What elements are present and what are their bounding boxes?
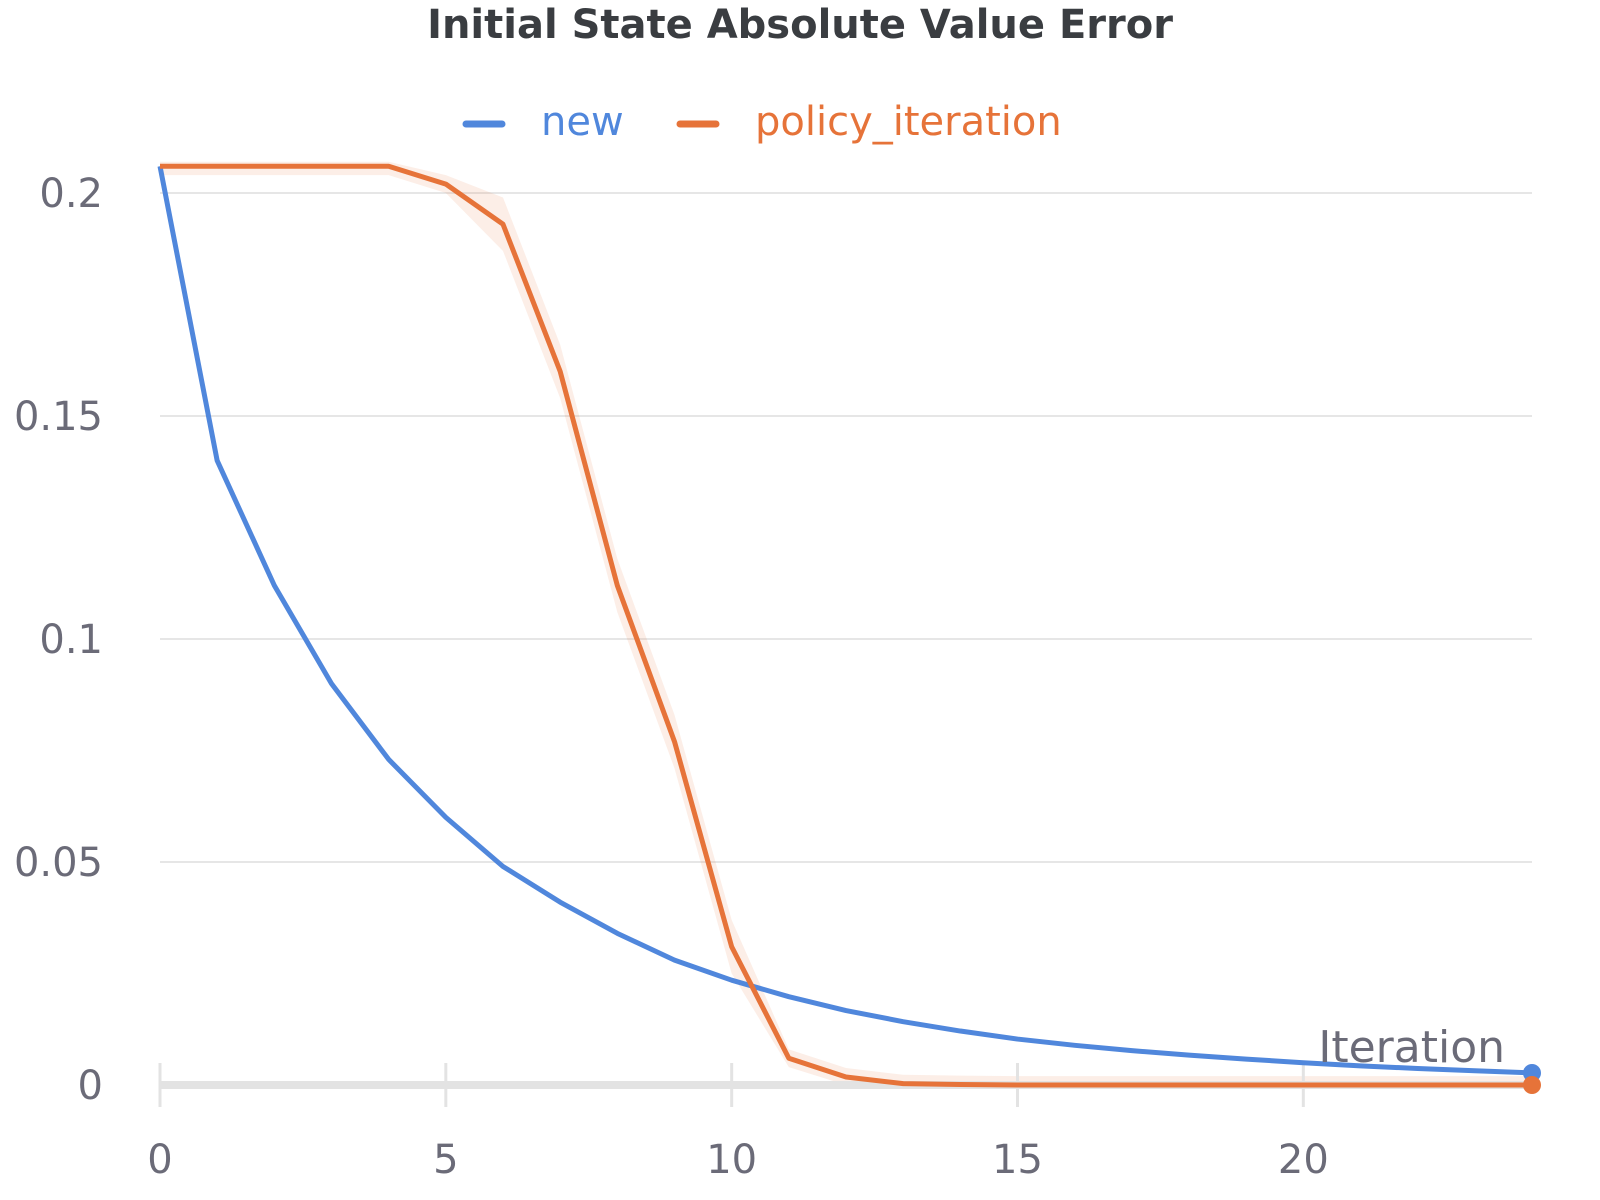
series-line-policy_iteration [160,163,1532,1088]
x-axis-label: Iteration [1318,1022,1505,1073]
x-tick-label: 15 [992,1137,1043,1183]
series-line-new [157,165,1533,1076]
legend-item-new[interactable]: new [462,99,624,145]
y-tick-label: 0 [78,1063,103,1109]
y-tick-label: 0.05 [14,840,103,886]
y-tick-label: 0.2 [39,171,103,217]
y-tick-label: 0.15 [14,394,103,440]
grid [160,192,1532,863]
x-tick-label: 20 [1278,1137,1329,1183]
legend[interactable]: new policy_iteration [462,99,1062,145]
legend-label: policy_iteration [755,99,1062,145]
band-policy_iteration [160,161,1532,1085]
end-point-policy_iteration[interactable] [1523,1076,1541,1094]
confidence-bands [160,161,1532,1085]
x-tick-label: 5 [433,1137,458,1183]
x-tick-label: 0 [147,1137,172,1183]
series-lines [157,163,1541,1094]
y-tick-label: 0.1 [39,617,103,663]
chart-title: Initial State Absolute Value Error [427,2,1173,48]
legend-item-policy_iteration[interactable]: policy_iteration [676,99,1062,145]
x-tick-label: 10 [706,1137,757,1183]
legend-label: new [541,99,624,145]
